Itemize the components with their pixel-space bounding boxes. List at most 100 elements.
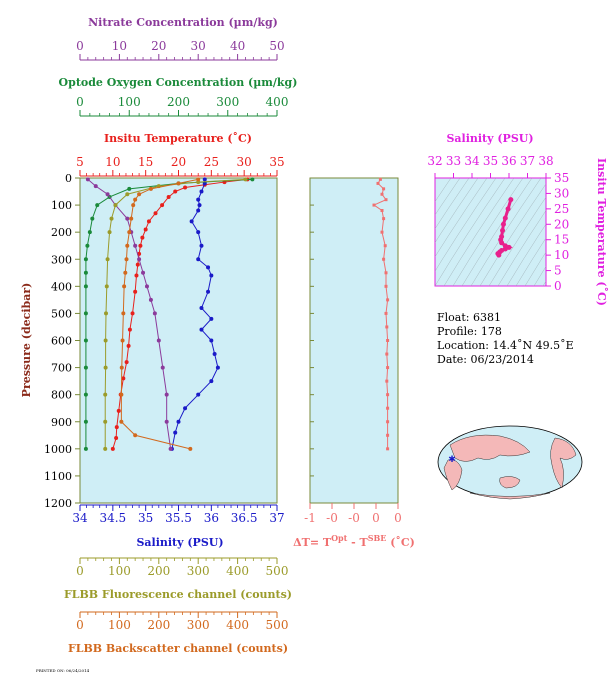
temperature-tick-label: 30 — [237, 155, 252, 169]
isopycnal-line — [497, 210, 546, 286]
ts-xtick-label: 38 — [538, 154, 553, 168]
oxygen-point — [127, 186, 132, 191]
pressure-tick-label: 900 — [51, 416, 72, 429]
salinity-tick-label: 35 — [138, 511, 153, 525]
isopycnal-line — [435, 178, 479, 243]
fluorescence-axis: FLBB Fluorescence channel (counts) — [64, 588, 292, 601]
pressure-tick-label: 0 — [65, 172, 72, 185]
pressure-tick-label: 1200 — [44, 497, 72, 510]
ts-xtick-label: 32 — [427, 154, 442, 168]
delta-point — [385, 325, 389, 329]
ts-ytick-label: 10 — [554, 248, 569, 262]
oxygen-point — [83, 365, 88, 370]
flbb-backscatter-point — [119, 365, 124, 370]
flbb-fluorescence-point — [125, 192, 130, 197]
isopycnal-line — [452, 178, 524, 286]
insitu-temperature-point — [153, 211, 158, 216]
map-land-antarctica — [469, 492, 551, 500]
pressure-tick-label: 1100 — [44, 470, 72, 483]
temperature-tick-label: 25 — [204, 155, 219, 169]
delta-point — [386, 339, 390, 342]
salinity-tick-label: 36.5 — [231, 511, 258, 525]
delta-point — [376, 181, 380, 185]
flbb-backscatter-point — [188, 446, 193, 451]
isopycnal-line — [479, 183, 546, 286]
oxygen-point — [83, 284, 88, 289]
isopycnal-line — [570, 178, 616, 286]
fluorescence-tick-label: 300 — [187, 564, 210, 578]
ts-xtick-label: 35 — [483, 154, 498, 168]
backscatter-tick-label: 0 — [76, 618, 84, 632]
flbb-fluorescence-point — [103, 392, 108, 397]
float-info: Float: 6381 Profile: 178 Location: 14.4˚… — [437, 311, 574, 366]
isopycnal-line — [443, 178, 515, 286]
flbb-backscatter-point — [119, 392, 124, 397]
flbb-backscatter-point — [119, 419, 124, 424]
ts-xtick-label: 34 — [464, 154, 480, 168]
isopycnal-line — [435, 178, 506, 286]
profile-date: Date: 06/23/2014 — [437, 353, 534, 366]
backscatter-tick-label: 200 — [147, 618, 170, 632]
insitu-temperature-point — [183, 185, 188, 190]
pressure-tick-label: 500 — [51, 307, 72, 320]
ts-point — [500, 227, 506, 233]
salinity-point — [206, 265, 211, 270]
ts-title: Salinity (PSU) — [446, 132, 533, 145]
oxygen-point — [87, 230, 92, 235]
pressure-tick-label: 100 — [51, 199, 72, 212]
delta-plot-panel — [309, 177, 399, 504]
world-map: ✱ — [437, 425, 583, 500]
map-land-asia — [449, 434, 531, 462]
salinity-tick-label: 36 — [204, 511, 219, 525]
delta-ticks: -1 -0 -0 0 0 — [304, 503, 402, 525]
insitu-temperature-point — [160, 203, 165, 208]
delta-tick-label: -1 — [304, 511, 316, 525]
flbb-fluorescence-point — [103, 446, 108, 451]
oxygen-tick-label: 400 — [266, 95, 289, 109]
delta-point — [378, 177, 382, 181]
insitu-temperature-point — [124, 360, 129, 365]
delta-point — [386, 406, 390, 410]
flbb-fluorescence-point — [109, 216, 114, 221]
ts-point — [502, 215, 508, 221]
delta-point — [385, 352, 389, 356]
delta-point — [386, 298, 390, 302]
ts-series — [495, 197, 514, 258]
delta-point — [384, 284, 388, 288]
flbb-backscatter-point — [125, 243, 130, 248]
insitu-temperature-point — [114, 425, 119, 430]
delta-axis-label-unit: (˚C) — [386, 536, 415, 549]
insitu-temperature-point — [134, 273, 139, 278]
ts-plot-panel — [434, 177, 547, 287]
pressure-tick-label: 600 — [51, 335, 72, 348]
oxygen-point — [83, 270, 88, 275]
ts-point — [505, 206, 511, 212]
backscatter-tick-label: 300 — [187, 618, 210, 632]
oxygen-tick-label: 100 — [118, 95, 141, 109]
oxygen-point — [83, 446, 88, 451]
flbb-fluorescence-point — [113, 203, 118, 208]
salinity-point — [196, 208, 201, 213]
fluorescence-tick-label: 500 — [266, 564, 289, 578]
backscatter-tick-label: 100 — [108, 618, 131, 632]
isopycnal-line — [488, 196, 546, 286]
pressure-tick-label: 800 — [51, 389, 72, 402]
insitu-temperature-point — [114, 436, 119, 440]
ts-xtick-label: 33 — [446, 154, 461, 168]
oxygen-tick-label: 200 — [167, 95, 190, 109]
oxygen-point — [83, 419, 88, 424]
flbb-backscatter-point — [129, 216, 134, 221]
profile-number: Profile: 178 — [437, 325, 502, 338]
salinity-point — [212, 352, 217, 357]
nitrate-point — [152, 311, 157, 316]
nitrate-ticks: 0 10 20 30 40 50 — [76, 39, 285, 61]
temperature-axis: Insitu Temperature (˚C) — [104, 132, 252, 145]
salinity-point — [183, 406, 188, 411]
salinity-point — [206, 289, 211, 294]
nitrate-point — [148, 297, 153, 302]
nitrate-tick-label: 0 — [76, 39, 84, 53]
delta-axis-label: ΔT= TOpt - TSBE (˚C) — [293, 533, 415, 549]
salinity-point — [199, 327, 204, 332]
insitu-temperature-point — [130, 311, 135, 316]
